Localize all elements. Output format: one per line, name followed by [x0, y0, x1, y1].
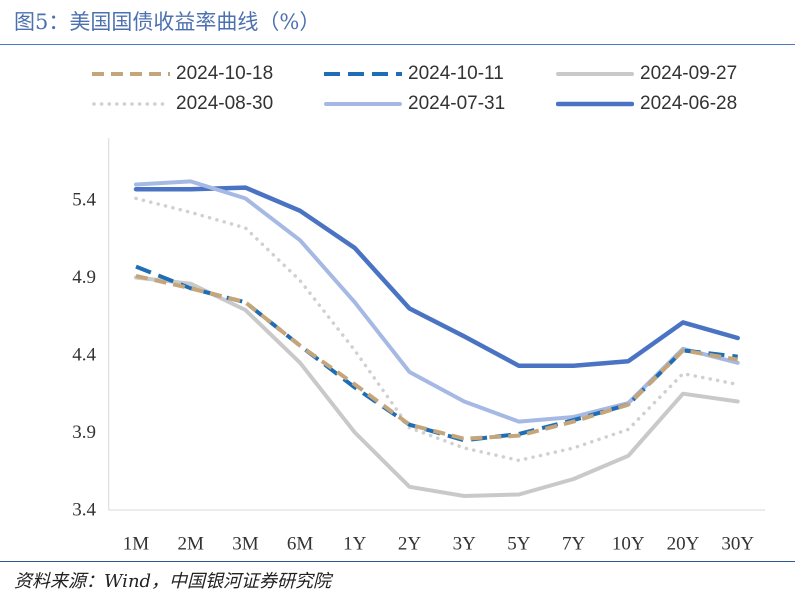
x-tick-label: 2Y [398, 534, 422, 555]
legend-swatch [556, 101, 634, 107]
legend-swatch [92, 72, 170, 76]
y-tick-label: 4.9 [72, 267, 96, 288]
x-tick-label: 20Y [667, 534, 700, 555]
legend-label: 2024-09-27 [640, 63, 738, 84]
legend-swatch [556, 72, 634, 76]
x-tick-label: 5Y [507, 534, 531, 555]
series-line-2024-08-30 [134, 196, 740, 463]
legend-label: 2024-06-28 [640, 93, 738, 114]
x-tick-label: 1Y [343, 534, 367, 555]
source-note: 资料来源：Wind，中国银河证券研究院 [14, 571, 332, 592]
x-tick-label: 3M [232, 534, 259, 555]
source-divider [0, 561, 795, 562]
x-tick-label: 10Y [612, 534, 645, 555]
series-line-2024-10-11 [135, 264, 738, 443]
legend-label: 2024-10-18 [176, 63, 274, 84]
legend-item-2024-08-30: 2024-08-30 [92, 89, 324, 119]
figure-title: 图5：美国国债收益率曲线（%） [14, 10, 321, 34]
series-line-2024-06-28 [133, 185, 740, 369]
legend-item-2024-10-11: 2024-10-11 [324, 59, 556, 89]
legend-label: 2024-10-11 [408, 63, 504, 84]
legend-swatch [92, 102, 170, 106]
x-tick-label: 3Y [453, 534, 477, 555]
y-tick-label: 3.4 [72, 500, 96, 521]
legend-swatch [324, 72, 402, 76]
x-tick-label: 2M [177, 534, 204, 555]
legend-swatch [324, 102, 402, 106]
x-tick-label: 6M [287, 534, 314, 555]
legend-label: 2024-08-30 [176, 93, 274, 114]
x-tick-label: 7Y [562, 534, 586, 555]
series-lines [133, 179, 740, 498]
legend-label: 2024-07-31 [408, 93, 506, 114]
legend-item-2024-07-31: 2024-07-31 [324, 89, 556, 119]
y-tick-label: 5.4 [72, 190, 96, 211]
legend-item-2024-10-18: 2024-10-18 [92, 59, 324, 89]
y-tick-label: 3.9 [72, 422, 96, 443]
legend: 2024-10-18 2024-10-11 2024-09-27 2024-08-30… [92, 59, 788, 119]
legend-item-2024-06-28: 2024-06-28 [556, 89, 788, 119]
x-tick-label: 1M [123, 534, 150, 555]
x-tick-label: 30Y [721, 534, 754, 555]
series-line-2024-09-27 [134, 275, 740, 498]
y-tick-label: 4.4 [72, 345, 96, 366]
title-divider [0, 44, 795, 45]
series-line-2024-10-18 [135, 273, 739, 441]
legend-item-2024-09-27: 2024-09-27 [556, 59, 788, 89]
